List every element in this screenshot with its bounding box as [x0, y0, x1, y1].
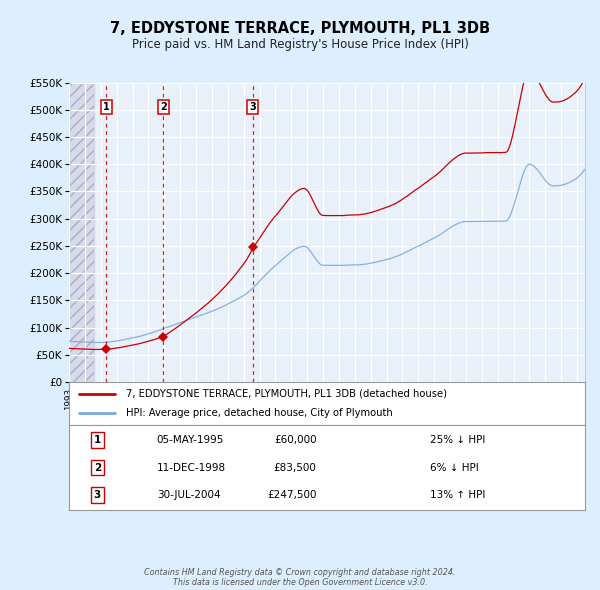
Text: 30-JUL-2004: 30-JUL-2004 [157, 490, 220, 500]
Text: 7, EDDYSTONE TERRACE, PLYMOUTH, PL1 3DB (detached house): 7, EDDYSTONE TERRACE, PLYMOUTH, PL1 3DB … [126, 389, 447, 399]
Bar [69, 83, 94, 382]
Text: 25% ↓ HPI: 25% ↓ HPI [430, 435, 485, 445]
Text: 3: 3 [94, 490, 101, 500]
Text: 05-MAY-1995: 05-MAY-1995 [157, 435, 224, 445]
Text: £60,000: £60,000 [274, 435, 317, 445]
Text: HPI: Average price, detached house, City of Plymouth: HPI: Average price, detached house, City… [126, 408, 392, 418]
Text: 11-DEC-1998: 11-DEC-1998 [157, 463, 226, 473]
Text: 2: 2 [160, 102, 167, 112]
Text: 6% ↓ HPI: 6% ↓ HPI [430, 463, 479, 473]
Text: Contains HM Land Registry data © Crown copyright and database right 2024.
This d: Contains HM Land Registry data © Crown c… [144, 568, 456, 587]
Text: 7, EDDYSTONE TERRACE, PLYMOUTH, PL1 3DB: 7, EDDYSTONE TERRACE, PLYMOUTH, PL1 3DB [110, 21, 490, 35]
Text: Price paid vs. HM Land Registry's House Price Index (HPI): Price paid vs. HM Land Registry's House … [131, 38, 469, 51]
Text: 2: 2 [94, 463, 101, 473]
Text: 3: 3 [250, 102, 256, 112]
Text: £247,500: £247,500 [267, 490, 317, 500]
Bar [69, 83, 94, 382]
Text: 1: 1 [103, 102, 110, 112]
Text: £83,500: £83,500 [274, 463, 317, 473]
Text: 1: 1 [94, 435, 101, 445]
Text: 13% ↑ HPI: 13% ↑ HPI [430, 490, 485, 500]
